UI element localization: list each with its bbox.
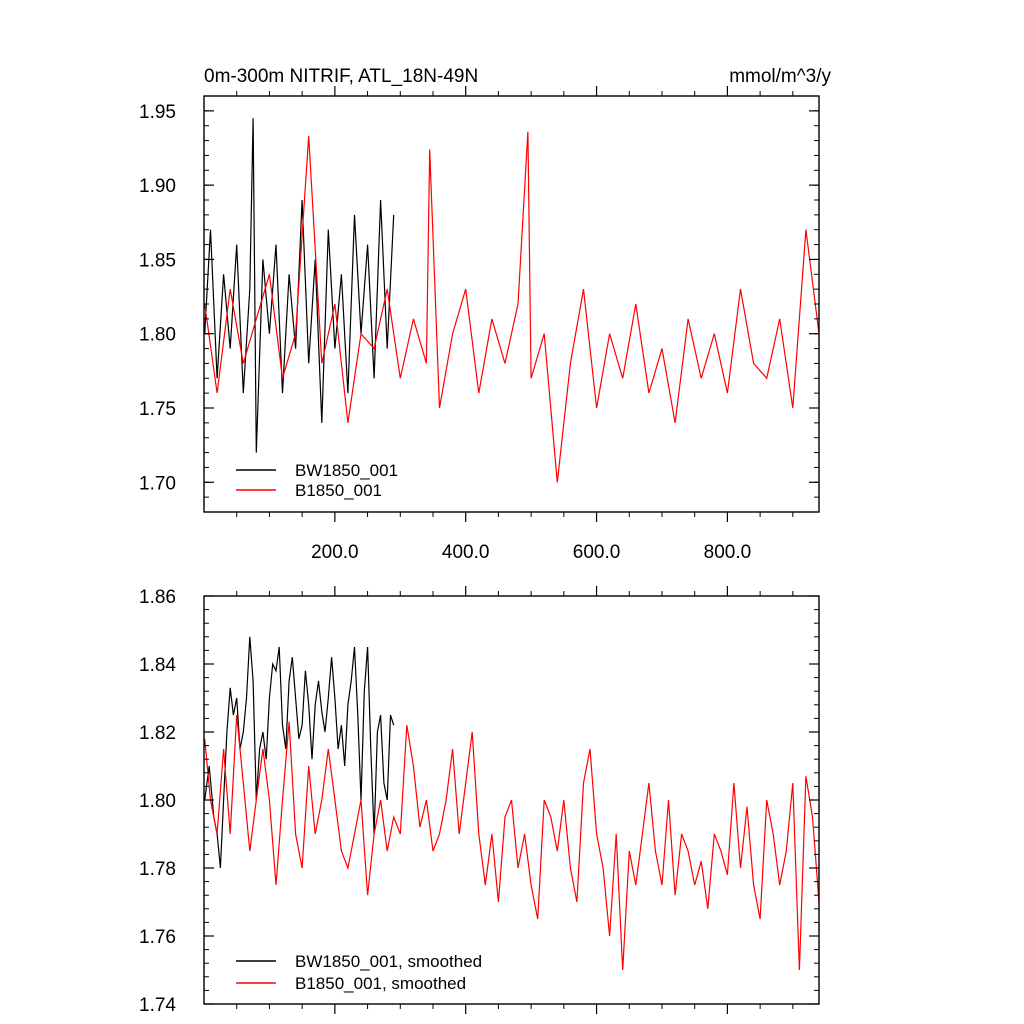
series-line-0-1 [204, 131, 819, 483]
series-line-1-1 [204, 714, 819, 971]
top-panel: 0m-300m NITRIF, ATL_18N-49N mmol/m^3/y 1… [139, 66, 831, 563]
top-ticks-group: 1.70 1.75 1.80 1.85 1.90 1.95 200.0 400.0 600.0 8… [139, 86, 819, 563]
y-tick-label: 1.80 [139, 791, 176, 812]
x-tick-label: 600.0 [573, 542, 621, 563]
top-series-group [204, 118, 819, 483]
y-tick-label: 1.86 [139, 587, 176, 608]
x-tick-label: 800.0 [704, 542, 752, 563]
y-tick-label: 1.95 [139, 102, 176, 123]
y-tick-label: 1.76 [139, 927, 176, 948]
y-tick-label: 1.75 [139, 399, 176, 420]
bottom-panel: 1.74 1.76 1.78 1.80 1.82 1.84 1.86 BW1850_001,… [139, 586, 820, 1016]
x-tick-label: 200.0 [311, 542, 359, 563]
y-tick-label: 1.82 [139, 723, 176, 744]
series-line-1-0 [204, 636, 395, 869]
y-tick-label: 1.80 [139, 325, 176, 346]
x-tick-label: 400.0 [442, 542, 490, 563]
y-tick-label: 1.70 [139, 473, 176, 494]
legend-label: BW1850_001, smoothed [295, 952, 482, 971]
units-label: mmol/m^3/y [729, 66, 831, 87]
y-tick-label: 1.74 [139, 995, 176, 1016]
top-plot-frame [203, 95, 820, 513]
bottom-series-group [204, 636, 819, 971]
legend-label: BW1850_001 [295, 461, 398, 480]
chart-title: 0m-300m NITRIF, ATL_18N-49N [204, 66, 478, 87]
bottom-legend: BW1850_001, smoothed B1850_001, smoothed [236, 952, 482, 993]
y-tick-label: 1.84 [139, 655, 176, 676]
y-tick-label: 1.85 [139, 250, 176, 271]
y-tick-label: 1.78 [139, 859, 176, 880]
legend-label: B1850_001 [295, 481, 382, 500]
bottom-ticks-group: 1.74 1.76 1.78 1.80 1.82 1.84 1.86 [139, 586, 819, 1016]
y-tick-label: 1.90 [139, 176, 176, 197]
legend-label: B1850_001, smoothed [295, 974, 466, 993]
